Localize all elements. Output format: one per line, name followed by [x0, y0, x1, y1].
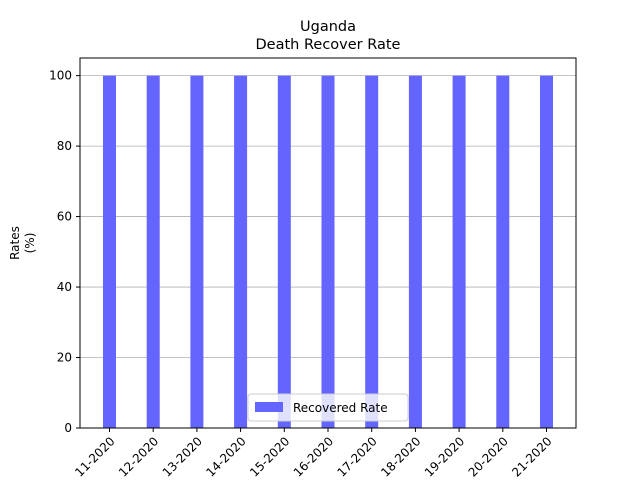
- bar-17-2020: [365, 75, 379, 428]
- y-axis-label-line2: (%): [23, 233, 37, 254]
- chart-subtitle: Death Recover Rate: [256, 37, 401, 53]
- chart-title: Uganda: [300, 19, 356, 35]
- bar-21-2020: [540, 75, 553, 428]
- y-tick-label-20: 20: [57, 351, 72, 365]
- y-tick-label-60: 60: [57, 210, 72, 224]
- y-tick-label-0: 0: [64, 421, 72, 435]
- y-tick-label-40: 40: [57, 280, 72, 294]
- y-axis: 0 20 40 60 80 100: [49, 69, 80, 435]
- y-tick-label-80: 80: [57, 139, 72, 153]
- y-tick-label-100: 100: [49, 69, 72, 83]
- bar-11-2020: [103, 75, 116, 428]
- legend: Recovered Rate: [247, 393, 409, 422]
- bar-13-2020: [190, 75, 204, 428]
- y-axis-label: Rates (%): [8, 226, 37, 260]
- y-axis-label-line1: Rates: [8, 226, 22, 260]
- legend-label-recovered-rate: Recovered Rate: [293, 401, 388, 415]
- bar-15-2020: [277, 75, 291, 428]
- bar-layer: [103, 75, 553, 428]
- bar-12-2020: [146, 75, 160, 428]
- bar-14-2020: [234, 75, 248, 428]
- bar-20-2020: [496, 75, 510, 428]
- bar-18-2020: [408, 75, 422, 428]
- legend-box: [247, 393, 409, 422]
- bar-19-2020: [452, 75, 466, 428]
- bar-16-2020: [321, 75, 335, 428]
- legend-swatch: [255, 402, 283, 412]
